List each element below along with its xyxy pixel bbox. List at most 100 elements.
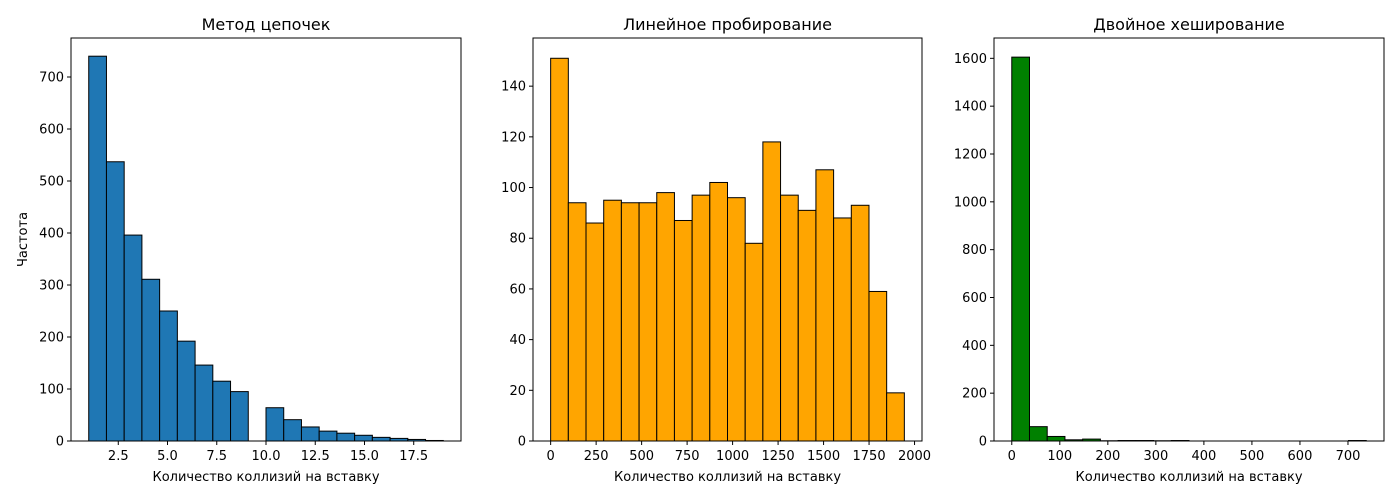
histogram-bar xyxy=(141,278,161,442)
x-tick-label: 2.5 xyxy=(108,449,129,464)
chart-panel-1: 2.5 5.0 7.5 10.0 12.5 15.0 17.5 0 100 200 300 400 50… xyxy=(16,15,462,485)
y-tick-label: 140 xyxy=(501,80,526,95)
y-tick-label: 1200 xyxy=(954,147,987,162)
y-tick-label: 600 xyxy=(962,291,987,306)
histogram-bar xyxy=(230,391,249,442)
histogram-bar xyxy=(265,407,285,442)
y-tick-label: 500 xyxy=(39,175,64,190)
histogram-bar xyxy=(371,436,391,442)
x-tick-label: 17.5 xyxy=(399,449,428,464)
histogram-bar xyxy=(176,340,196,442)
y-tick-label: 60 xyxy=(509,282,526,297)
x-tick-label: 2000 xyxy=(898,449,931,464)
y-tick-label: 100 xyxy=(39,383,64,398)
histogram-bar xyxy=(550,57,569,442)
histogram-bar xyxy=(585,222,605,442)
chart-panel-2: 0 250 500 750 1000 1250 1500 1750 2000 0 20 40 60 80 1… xyxy=(501,15,931,485)
histogram-bar xyxy=(159,310,178,442)
x-tick-label: 400 xyxy=(1191,449,1216,464)
x-tick-label: 100 xyxy=(1047,449,1072,464)
histogram-bar xyxy=(673,219,693,442)
histogram-bar xyxy=(850,204,870,442)
y-tick-label: 600 xyxy=(39,123,64,138)
y-tick-label: 40 xyxy=(509,333,526,348)
y-tick-label: 400 xyxy=(962,339,987,354)
histogram-bar xyxy=(709,181,729,442)
x-tick-label: 10.0 xyxy=(252,449,281,464)
x-tick-label: 250 xyxy=(584,449,609,464)
y-tick-label: 1600 xyxy=(954,52,987,67)
y-tick-label: 0 xyxy=(518,435,526,450)
histogram-bar xyxy=(123,234,143,442)
histogram-bar xyxy=(88,55,107,442)
x-axis-label: Количество коллизий на вставку xyxy=(614,470,841,485)
x-tick-label: 12.5 xyxy=(301,449,330,464)
histogram-bar xyxy=(762,141,782,442)
plot-frame xyxy=(993,37,1385,442)
histogram-bar xyxy=(300,426,320,442)
histogram-bar xyxy=(1011,56,1030,442)
y-tick-label: 1000 xyxy=(954,195,987,210)
y-tick-label: 300 xyxy=(39,279,64,294)
histogram-bar xyxy=(797,209,817,442)
y-tick-label: 800 xyxy=(962,243,987,258)
histogram-bar xyxy=(815,169,835,442)
x-tick-label: 0 xyxy=(1008,449,1016,464)
histogram-bar xyxy=(620,202,640,442)
y-axis-label: Частота xyxy=(16,212,31,267)
x-tick-label: 700 xyxy=(1336,449,1361,464)
histogram-bar xyxy=(868,290,888,442)
chart-title: Линейное пробирование xyxy=(623,15,832,34)
y-tick-label: 400 xyxy=(39,227,64,242)
chart-title: Двойное хеширование xyxy=(1093,15,1285,34)
x-tick-label: 7.5 xyxy=(206,449,227,464)
y-tick-label: 20 xyxy=(509,384,526,399)
histogram-bar xyxy=(656,192,675,442)
histogram-bar xyxy=(105,161,125,442)
plot-frame xyxy=(532,37,923,442)
x-tick-label: 300 xyxy=(1143,449,1168,464)
x-tick-label: 200 xyxy=(1095,449,1120,464)
histogram-bar xyxy=(1028,426,1048,442)
x-tick-label: 500 xyxy=(1240,449,1265,464)
x-tick-label: 1250 xyxy=(762,449,795,464)
y-tick-label: 80 xyxy=(509,232,526,247)
histogram-bar xyxy=(833,217,852,442)
chart-panel-3: 0 100 200 300 400 500 600 700 0 200 400 600 800 1000 1… xyxy=(954,15,1385,485)
histogram-bar xyxy=(744,242,764,442)
x-tick-label: 750 xyxy=(675,449,700,464)
y-tick-label: 1400 xyxy=(954,100,987,115)
histogram-bar xyxy=(194,364,214,442)
histogram-bar xyxy=(691,194,711,442)
x-tick-label: 5.0 xyxy=(157,449,178,464)
x-tick-label: 1000 xyxy=(716,449,749,464)
y-tick-label: 0 xyxy=(979,435,987,450)
x-tick-label: 1750 xyxy=(853,449,886,464)
histogram-bar xyxy=(603,199,622,442)
y-tick-label: 0 xyxy=(56,435,64,450)
histogram-bar xyxy=(283,419,302,442)
x-tick-label: 0 xyxy=(547,449,555,464)
x-tick-label: 1500 xyxy=(807,449,840,464)
y-tick-label: 700 xyxy=(39,71,64,86)
histogram-bar xyxy=(727,197,746,442)
histogram-bar xyxy=(354,434,373,442)
histogram-bar xyxy=(1046,435,1066,442)
histogram-bar xyxy=(318,430,338,442)
y-tick-label: 120 xyxy=(501,130,526,145)
histogram-bar xyxy=(886,392,905,442)
chart-title: Метод цепочек xyxy=(202,15,331,34)
histogram-bar xyxy=(212,380,232,442)
x-axis-label: Количество коллизий на вставку xyxy=(1075,470,1302,485)
x-axis-label: Количество коллизий на вставку xyxy=(152,470,379,485)
x-tick-label: 600 xyxy=(1288,449,1313,464)
x-tick-label: 500 xyxy=(629,449,654,464)
x-tick-label: 15.0 xyxy=(350,449,379,464)
histogram-bar xyxy=(336,432,356,442)
y-tick-label: 100 xyxy=(501,181,526,196)
histogram-bar xyxy=(638,202,658,442)
y-tick-label: 200 xyxy=(962,387,987,402)
y-tick-label: 200 xyxy=(39,331,64,346)
histogram-bar xyxy=(567,202,587,442)
histogram-bar xyxy=(780,194,799,442)
